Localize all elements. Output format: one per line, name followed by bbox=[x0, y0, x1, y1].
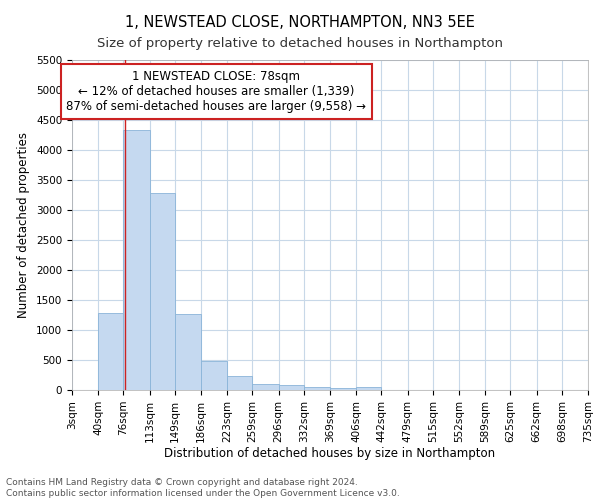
Bar bbox=[278, 385, 304, 390]
Text: 1 NEWSTEAD CLOSE: 78sqm
← 12% of detached houses are smaller (1,339)
87% of semi: 1 NEWSTEAD CLOSE: 78sqm ← 12% of detache… bbox=[67, 70, 367, 113]
Bar bbox=[175, 314, 201, 390]
Bar bbox=[356, 388, 382, 390]
Text: Contains HM Land Registry data © Crown copyright and database right 2024.
Contai: Contains HM Land Registry data © Crown c… bbox=[6, 478, 400, 498]
Bar bbox=[98, 313, 124, 390]
Bar bbox=[304, 387, 330, 390]
Bar bbox=[227, 376, 253, 390]
X-axis label: Distribution of detached houses by size in Northampton: Distribution of detached houses by size … bbox=[164, 448, 496, 460]
Bar bbox=[330, 388, 356, 390]
Bar bbox=[149, 192, 175, 390]
Y-axis label: Number of detached properties: Number of detached properties bbox=[17, 132, 31, 318]
Text: 1, NEWSTEAD CLOSE, NORTHAMPTON, NN3 5EE: 1, NEWSTEAD CLOSE, NORTHAMPTON, NN3 5EE bbox=[125, 15, 475, 30]
Bar bbox=[124, 130, 149, 390]
Bar bbox=[201, 361, 227, 390]
Text: Size of property relative to detached houses in Northampton: Size of property relative to detached ho… bbox=[97, 38, 503, 51]
Bar bbox=[253, 384, 278, 390]
